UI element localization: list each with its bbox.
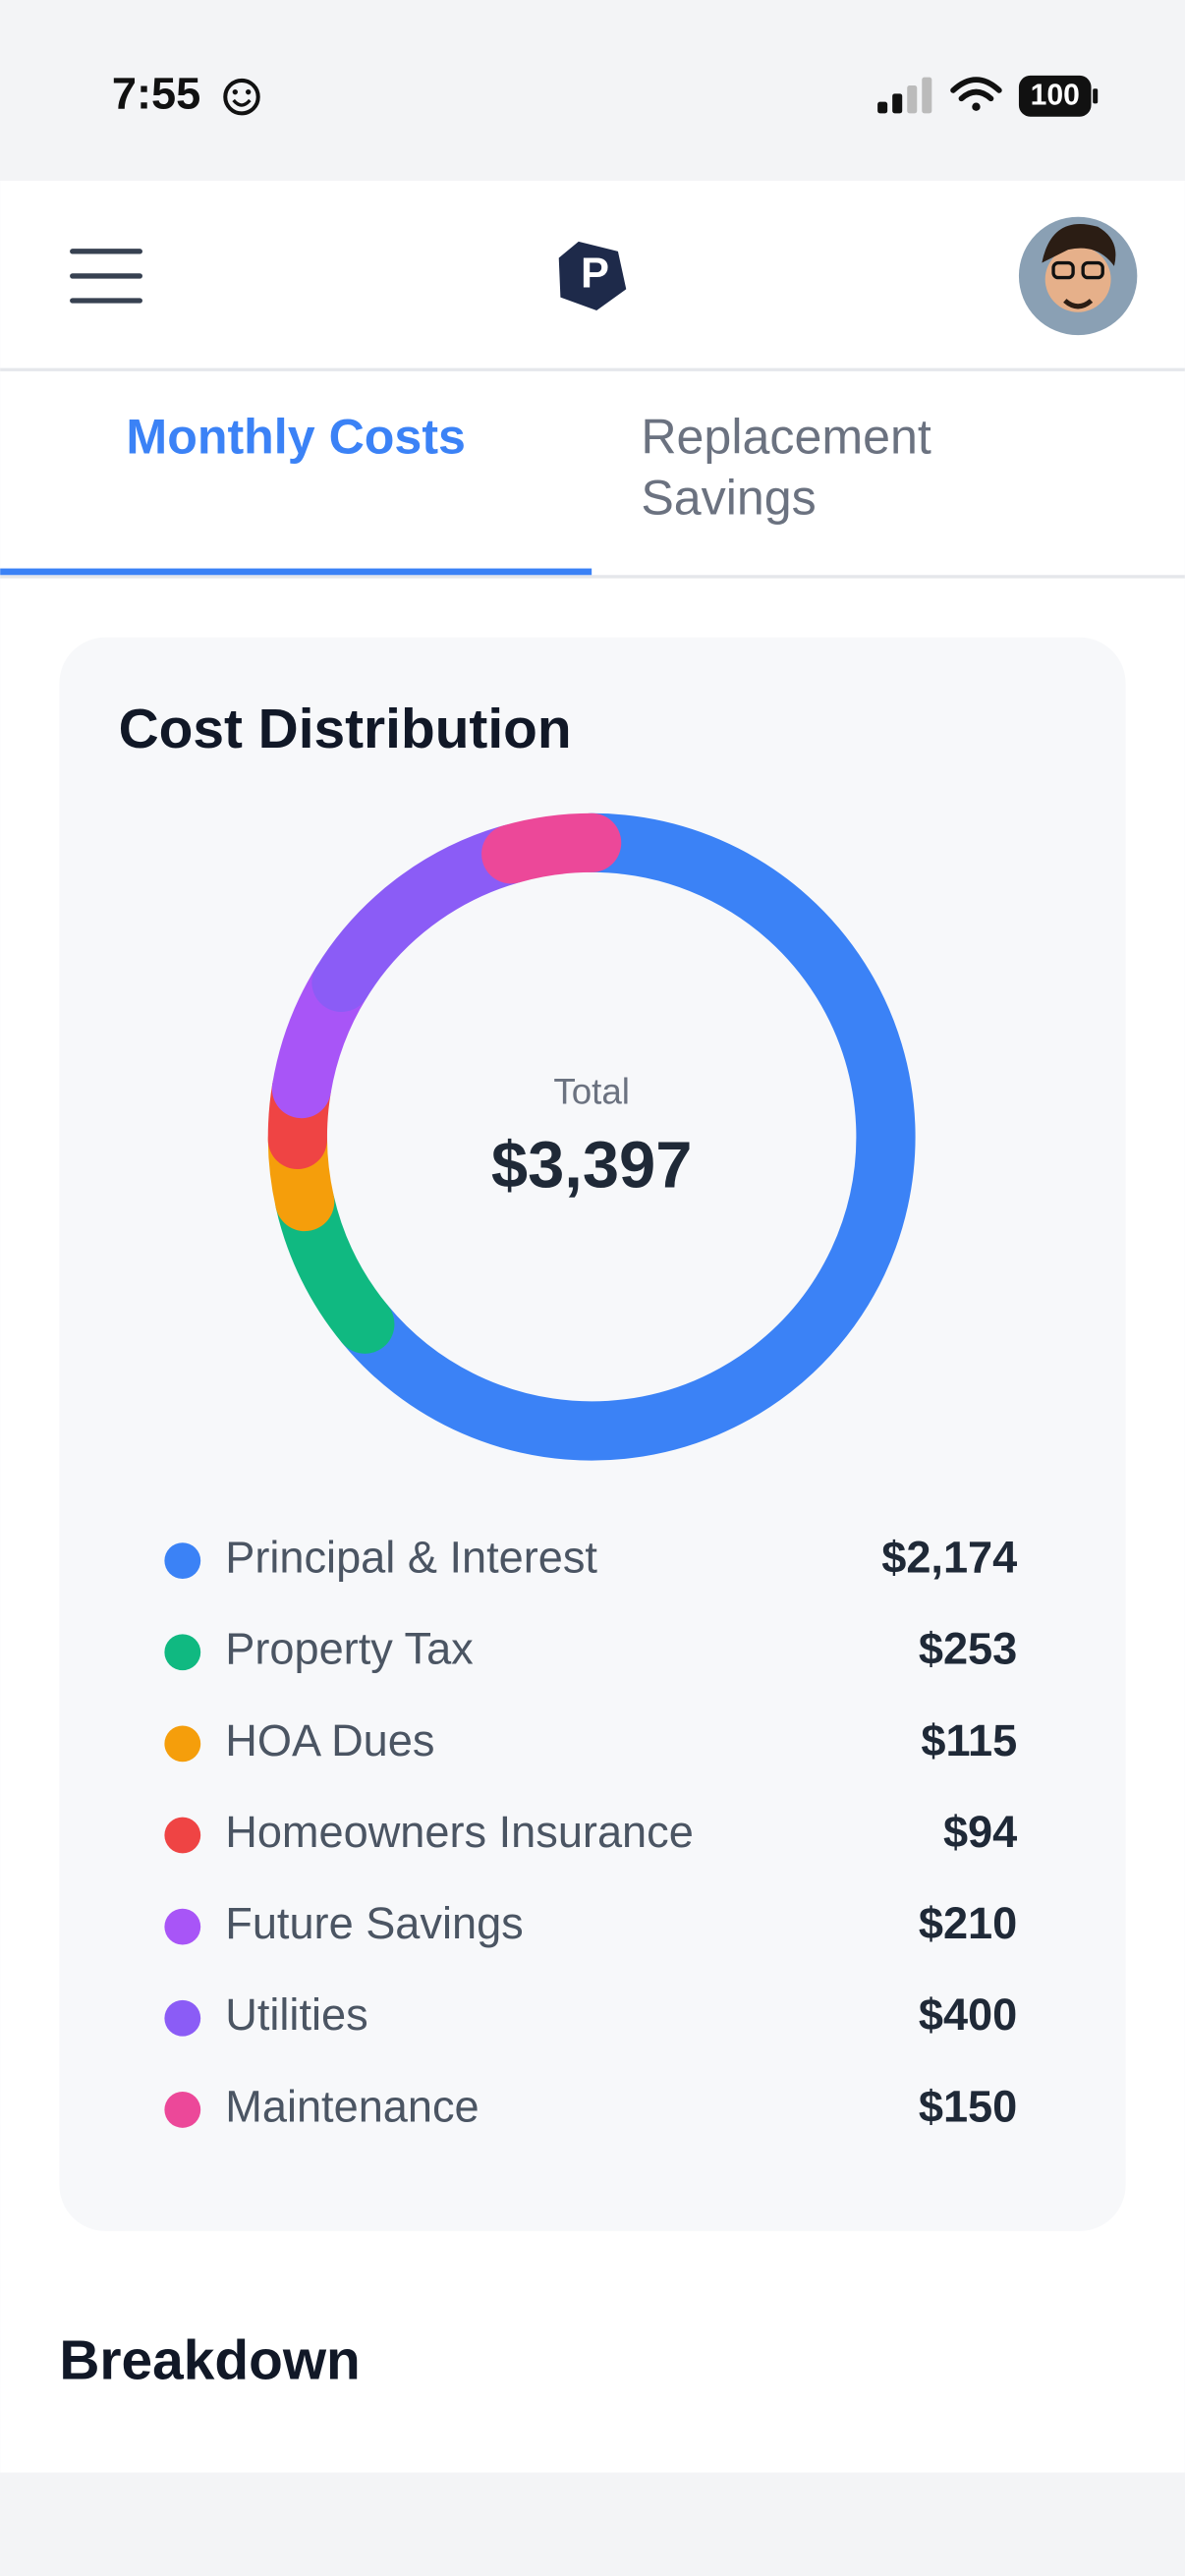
legend-label: Future Savings <box>225 1898 524 1948</box>
legend-swatch <box>164 1725 201 1763</box>
legend-value: $400 <box>919 1989 1017 2040</box>
tab-active[interactable]: Monthly Costs <box>126 409 466 464</box>
legend-value: $2,174 <box>881 1533 1017 1583</box>
legend-value: $115 <box>921 1715 1017 1765</box>
center-label: Total <box>553 1071 630 1111</box>
avatar[interactable] <box>1018 216 1138 336</box>
legend-value: $253 <box>919 1624 1017 1674</box>
legend-swatch <box>164 1634 201 1671</box>
donut-segment <box>481 812 622 884</box>
battery-level: 100 <box>1031 80 1080 112</box>
donut-segment <box>335 812 916 1461</box>
card-title: Cost Distribution <box>119 699 572 760</box>
legend: Principal & Interest $2,174 Property Tax $2… <box>164 1533 1017 2131</box>
time: 7:55 <box>112 69 200 119</box>
legend-swatch <box>164 1542 201 1579</box>
legend-swatch <box>164 1999 201 2037</box>
logo[interactable]: P <box>558 241 627 311</box>
legend-label: HOA Dues <box>225 1715 434 1765</box>
legend-swatch <box>164 2092 201 2128</box>
legend-label: Maintenance <box>225 2081 479 2131</box>
legend-label: Property Tax <box>225 1624 474 1674</box>
legend-swatch <box>164 1908 201 1945</box>
wifi-icon <box>950 77 1002 111</box>
tab-indicator <box>0 568 592 576</box>
center-value: $3,397 <box>491 1128 693 1202</box>
legend-value: $150 <box>919 2081 1017 2131</box>
status-emoji <box>223 78 260 116</box>
legend-label: Homeowners Insurance <box>225 1807 694 1857</box>
legend-label: Principal & Interest <box>225 1533 597 1583</box>
status-bar <box>0 0 1185 181</box>
legend-label: Utilities <box>225 1989 367 2040</box>
donut <box>267 812 916 1461</box>
svg-text:P: P <box>581 250 609 297</box>
menu-button[interactable] <box>70 249 142 304</box>
signal-icon <box>877 77 932 114</box>
tab[interactable]: Replacement <box>641 409 931 464</box>
legend-value: $210 <box>919 1898 1017 1948</box>
section-title: Breakdown <box>59 2329 360 2391</box>
tab[interactable]: Savings <box>641 470 816 525</box>
legend-value: $94 <box>943 1807 1017 1857</box>
battery-icon: 100 <box>1018 75 1099 117</box>
legend-swatch <box>164 1817 201 1854</box>
